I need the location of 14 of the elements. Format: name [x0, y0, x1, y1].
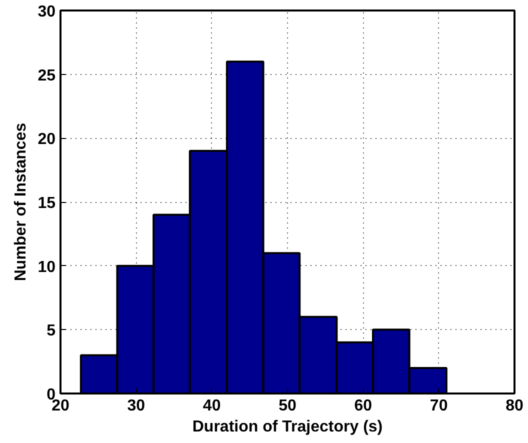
- x-tick-label: 70: [430, 398, 448, 414]
- y-tick-label: 10: [38, 258, 56, 276]
- y-tick-label: 25: [38, 67, 56, 84]
- y-tick-label: 20: [38, 131, 56, 148]
- y-tick-label: 15: [38, 195, 56, 212]
- x-tick-label: 40: [202, 398, 221, 414]
- x-tick-label: 50: [278, 398, 296, 414]
- y-tick-label: 5: [46, 322, 56, 340]
- x-tick-label: 30: [127, 398, 146, 414]
- x-axis-title: Duration of Trajectory (s): [192, 418, 383, 436]
- x-tick-label: 80: [506, 398, 524, 414]
- y-axis-title: Number of Instances: [12, 122, 30, 282]
- x-tick-label: 60: [354, 398, 372, 414]
- y-tick-label: 30: [38, 4, 56, 20]
